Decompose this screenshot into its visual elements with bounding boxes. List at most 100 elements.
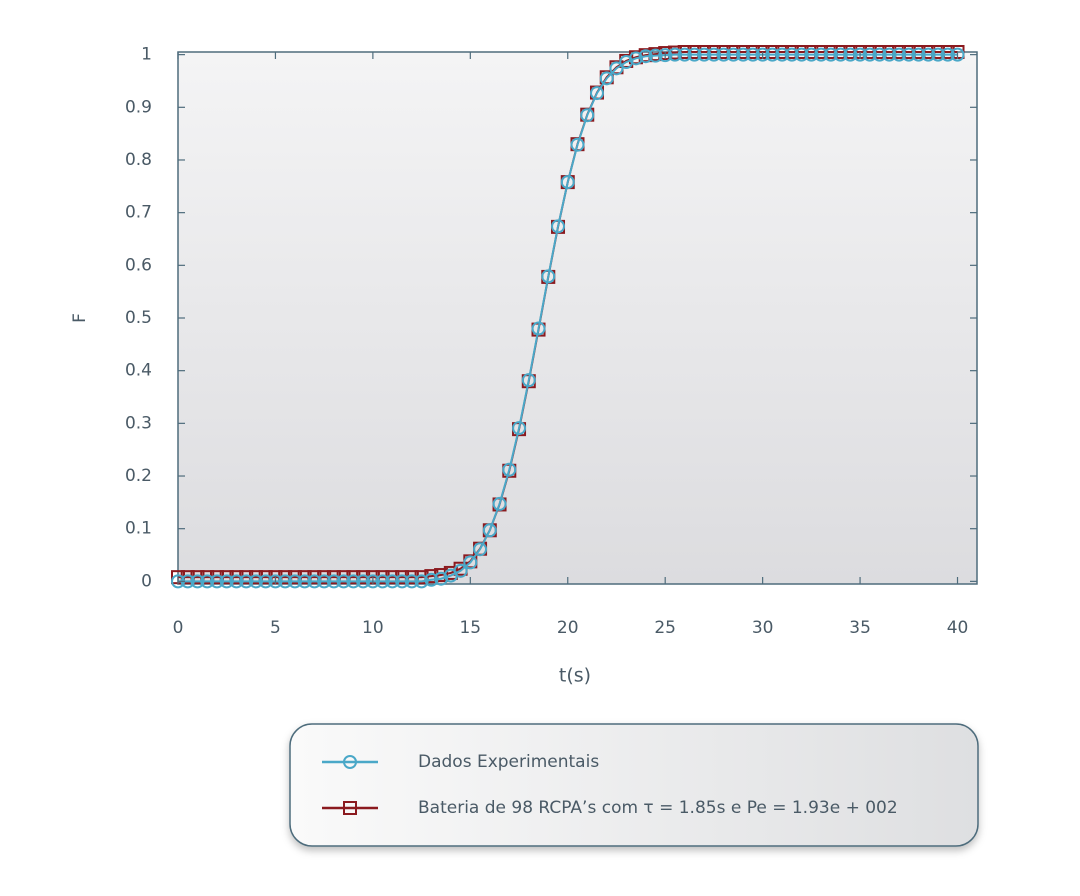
circle-marker [892,47,907,62]
circle-marker [814,47,829,62]
circle-marker [580,108,595,123]
circle-marker [336,574,351,589]
circle-marker [560,175,575,190]
circle-marker [755,47,770,62]
x-tick-label: 10 [362,618,384,638]
circle-marker [911,47,926,62]
circle-marker [395,574,410,589]
x-tick-label: 0 [173,618,184,638]
circle-marker [628,51,643,66]
circle-marker [687,47,702,62]
y-tick-label: 0.8 [125,150,152,170]
circle-marker [375,574,390,589]
circle-marker [287,574,302,589]
legend-marker [343,801,357,815]
x-tick-label: 30 [752,618,774,638]
circle-marker [209,574,224,589]
circle-marker [794,47,809,62]
circle-marker [570,137,585,152]
circle-marker [638,49,653,64]
legend-label: Bateria de 98 RCPA’s com τ = 1.85s e Pe … [418,798,898,818]
circle-marker [365,574,380,589]
circle-marker [697,47,712,62]
x-axis-label: t(s) [559,665,591,687]
circle-marker [326,574,341,589]
circle-marker [297,574,312,589]
y-tick-label: 0.6 [125,255,152,275]
circle-marker [677,47,692,62]
circle-marker [434,571,449,586]
marks [171,45,965,589]
y-tick-label: 0.1 [125,519,152,539]
circle-marker [424,572,439,587]
circle-marker [200,574,215,589]
circle-marker [658,48,673,63]
x-tick-label: 40 [947,618,969,638]
circle-marker [765,47,780,62]
circle-marker [404,574,419,589]
y-tick-label: 0.5 [125,308,152,328]
circle-marker [385,574,400,589]
circle-marker [706,47,721,62]
circle-marker [502,462,517,477]
circle-marker [414,574,429,589]
circle-marker [931,47,946,62]
circle-marker [804,47,819,62]
circle-marker [531,321,546,336]
circle-marker [512,421,527,436]
circle-marker [940,47,955,62]
y-tick-label: 0.9 [125,97,152,117]
circle-marker [229,574,244,589]
circle-marker [268,574,283,589]
circle-marker [521,373,536,388]
circle-marker [307,574,322,589]
circle-marker [258,574,273,589]
circle-marker [784,47,799,62]
circle-marker [473,542,488,557]
circle-marker [453,563,468,578]
legend-label: Dados Experimentais [418,752,599,772]
y-tick-label: 0.2 [125,466,152,486]
circle-marker [726,47,741,62]
circle-marker [833,47,848,62]
circle-marker [482,523,497,538]
circle-marker [775,47,790,62]
circle-marker [648,48,663,63]
circle-marker [609,61,624,76]
circle-marker [551,219,566,234]
circle-marker [921,47,936,62]
legend-box [289,723,979,847]
circle-marker [278,574,293,589]
y-tick-label: 0.7 [125,203,152,223]
y-axis-label: F [70,313,90,323]
circle-marker [190,574,205,589]
circle-marker [248,574,263,589]
circle-marker [541,269,556,284]
circle-marker [463,555,478,570]
circle-marker [950,47,965,62]
circle-marker [219,574,234,589]
circle-marker [901,47,916,62]
x-tick-label: 20 [557,618,579,638]
circle-marker [862,47,877,62]
circle-marker [239,574,254,589]
circle-marker [317,574,332,589]
y-tick-label: 1 [141,45,152,65]
circle-marker [346,574,361,589]
circle-marker [599,71,614,86]
plot-area [177,51,978,585]
circle-marker [356,574,371,589]
circle-marker [667,47,682,62]
y-tick-label: 0.3 [125,413,152,433]
x-tick-label: 5 [270,618,281,638]
circle-marker [823,47,838,62]
circle-marker [736,47,751,62]
x-tick-label: 25 [654,618,676,638]
y-tick-label: 0 [141,571,152,591]
circle-marker [745,47,760,62]
circle-marker [589,86,604,101]
x-tick-label: 35 [849,618,871,638]
circle-marker [843,47,858,62]
circle-marker [872,47,887,62]
